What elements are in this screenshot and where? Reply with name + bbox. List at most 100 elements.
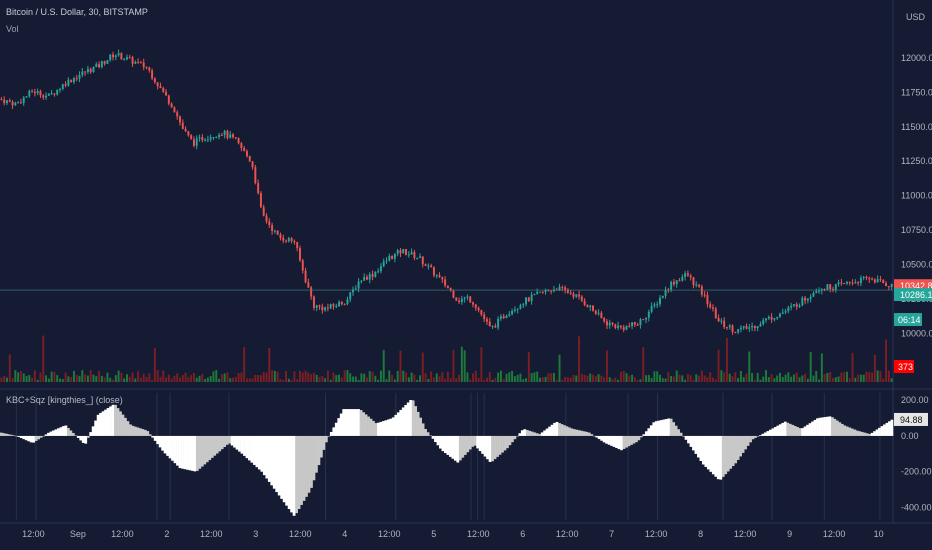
volume-bar [45, 375, 48, 382]
volume-bar [139, 377, 142, 382]
candle-body [474, 304, 477, 308]
volume-bar [513, 376, 516, 382]
volume-bar [354, 376, 357, 382]
histogram-bar [746, 435, 750, 446]
volume-bar [703, 375, 706, 382]
volume-bar [477, 378, 480, 382]
histogram-bar [816, 418, 819, 436]
volume-bar [645, 375, 648, 382]
candle-body [681, 276, 684, 281]
volume-bar [114, 375, 117, 382]
histogram-bar [200, 435, 204, 467]
indicator-legend-label[interactable]: KBC+Sqz [kingthies_] (close) [6, 395, 123, 405]
histogram-bar [503, 435, 507, 451]
volume-bar [664, 378, 667, 382]
candle-body [36, 91, 39, 94]
volume-bar [98, 370, 101, 382]
candle-body [109, 54, 112, 61]
price-axis-tick-label: 11750.00 [901, 87, 932, 97]
volume-bar [681, 375, 684, 382]
candle-body [271, 225, 274, 232]
histogram-bar [89, 432, 93, 436]
volume-bar [455, 378, 458, 382]
histogram-bar [7, 434, 11, 436]
oscillator-axis-tick-label: 0.00 [901, 431, 919, 441]
candle-body [695, 284, 698, 286]
histogram-bar [282, 435, 286, 503]
time-axis-tick-label: 12:00 [22, 529, 45, 539]
volume-bar [61, 378, 64, 382]
volume-bar [310, 374, 313, 382]
candle-body [854, 282, 857, 284]
histogram-bar [630, 435, 633, 445]
candle-body [198, 137, 201, 139]
histogram-bar [166, 435, 169, 456]
volume-bar [525, 378, 528, 382]
volume-bar [854, 377, 857, 382]
histogram-bar [590, 434, 594, 436]
histogram-bar [473, 435, 477, 446]
volume-bar [268, 347, 271, 382]
candle-body [527, 297, 530, 302]
histogram-bar [448, 435, 452, 457]
candle-body [352, 289, 354, 293]
volume-bar [39, 372, 42, 382]
candle-body [656, 304, 659, 306]
histogram-bar [783, 421, 787, 436]
candle-body [636, 324, 639, 326]
volume-bar [857, 374, 860, 382]
histogram-bar [305, 435, 308, 497]
histogram-bar [220, 435, 224, 450]
symbol-title[interactable]: Bitcoin / U.S. Dollar, 30, BITSTAMP [6, 7, 148, 17]
volume-bar [583, 374, 586, 382]
candle-body [117, 53, 120, 56]
volume-bar [642, 347, 645, 382]
volume-bar [589, 373, 592, 382]
volume-bar [81, 370, 84, 382]
candle-body [834, 284, 837, 290]
histogram-bar [126, 421, 130, 436]
histogram-bar [426, 432, 430, 436]
candle-body [779, 313, 781, 317]
time-axis-tick-label: 12:00 [823, 529, 846, 539]
candle-body [670, 281, 673, 290]
histogram-bar [773, 427, 777, 436]
candle-body [477, 307, 480, 311]
candle-body [234, 137, 237, 139]
histogram-bar [555, 421, 559, 436]
volume-bar [435, 373, 438, 382]
volume-bar [25, 375, 28, 382]
volume-bar [745, 373, 748, 382]
volume-bar [226, 372, 229, 382]
histogram-bar [116, 408, 120, 436]
histogram-bar [657, 420, 661, 436]
volume-bar [262, 372, 265, 382]
volume-bar [393, 379, 396, 382]
time-axis-tick-label: 10 [874, 529, 884, 539]
histogram-bar [446, 435, 450, 455]
candle-body [290, 238, 293, 242]
volume-legend-label[interactable]: Vol [6, 24, 19, 34]
histogram-bar [585, 431, 589, 436]
candle-body [859, 277, 862, 284]
histogram-bar [644, 431, 648, 436]
candle-body [346, 299, 349, 305]
histogram-bar [833, 418, 837, 436]
candle-body [843, 282, 846, 284]
histogram-bar [744, 435, 747, 450]
histogram-bar [788, 423, 792, 436]
volume-bar [42, 335, 45, 382]
histogram-bar [62, 426, 65, 436]
histogram-bar [600, 435, 604, 441]
histogram-bar [749, 435, 752, 443]
histogram-bar [617, 435, 621, 450]
histogram-bar [858, 431, 862, 436]
histogram-bar [620, 435, 623, 451]
time-axis-tick-label: 3 [253, 529, 258, 539]
histogram-bar [176, 435, 179, 466]
histogram-bar [828, 416, 832, 436]
candle-body [98, 64, 101, 68]
histogram-bar [838, 422, 842, 436]
histogram-bar [533, 432, 537, 436]
